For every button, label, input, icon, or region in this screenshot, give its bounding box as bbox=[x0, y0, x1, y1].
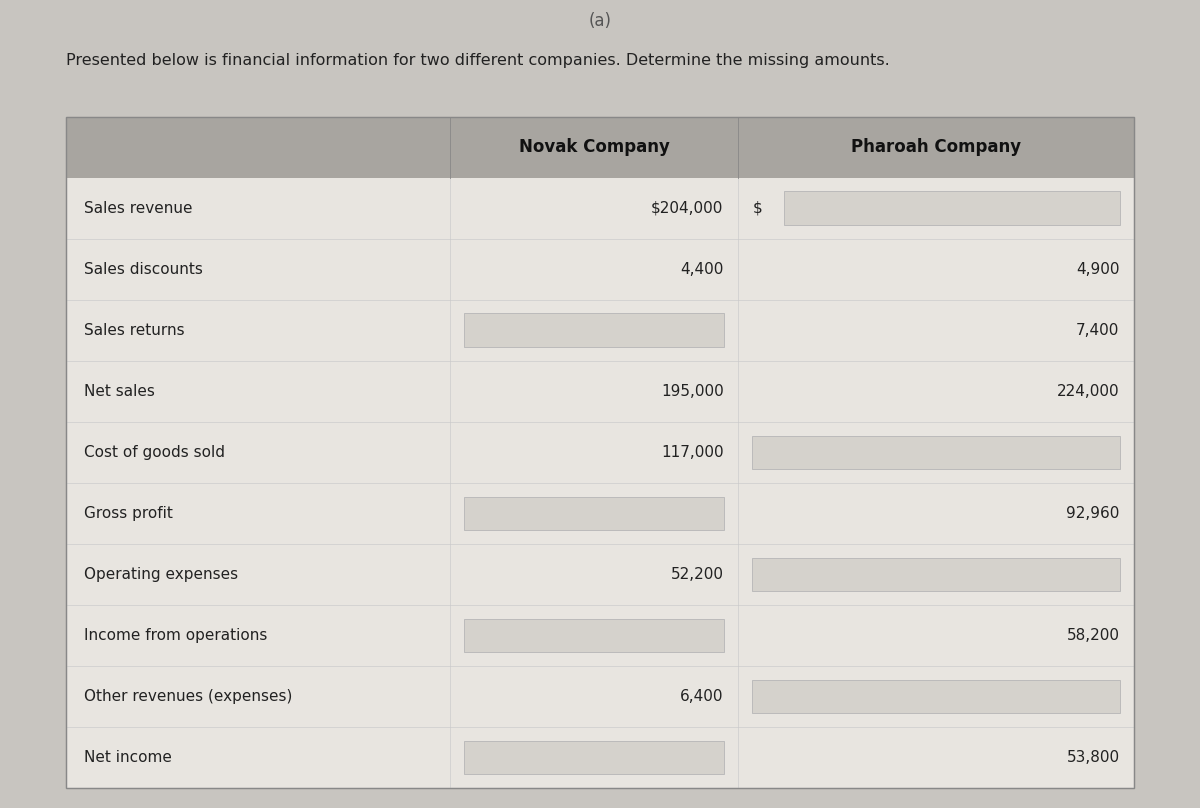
Text: Other revenues (expenses): Other revenues (expenses) bbox=[84, 688, 293, 704]
FancyBboxPatch shape bbox=[464, 618, 724, 652]
FancyBboxPatch shape bbox=[66, 117, 1134, 178]
Text: Sales discounts: Sales discounts bbox=[84, 262, 203, 277]
Text: 7,400: 7,400 bbox=[1076, 322, 1120, 338]
FancyBboxPatch shape bbox=[464, 496, 724, 530]
Text: Presented below is financial information for two different companies. Determine : Presented below is financial information… bbox=[66, 53, 889, 68]
Text: 53,800: 53,800 bbox=[1067, 750, 1120, 765]
Text: Gross profit: Gross profit bbox=[84, 506, 173, 521]
FancyBboxPatch shape bbox=[66, 117, 1134, 788]
Text: 4,900: 4,900 bbox=[1076, 262, 1120, 277]
Text: 58,200: 58,200 bbox=[1067, 628, 1120, 643]
FancyBboxPatch shape bbox=[464, 314, 724, 347]
Text: $204,000: $204,000 bbox=[652, 200, 724, 216]
Text: 224,000: 224,000 bbox=[1057, 384, 1120, 399]
Text: Sales returns: Sales returns bbox=[84, 322, 185, 338]
FancyBboxPatch shape bbox=[752, 558, 1120, 591]
Text: (a): (a) bbox=[588, 12, 612, 30]
Text: Novak Company: Novak Company bbox=[518, 138, 670, 157]
Text: Pharoah Company: Pharoah Company bbox=[851, 138, 1021, 157]
FancyBboxPatch shape bbox=[752, 436, 1120, 469]
Text: Income from operations: Income from operations bbox=[84, 628, 268, 643]
Text: Net sales: Net sales bbox=[84, 384, 155, 399]
Text: Cost of goods sold: Cost of goods sold bbox=[84, 444, 226, 460]
Text: 92,960: 92,960 bbox=[1067, 506, 1120, 521]
Text: 195,000: 195,000 bbox=[661, 384, 724, 399]
FancyBboxPatch shape bbox=[784, 191, 1120, 225]
Text: 117,000: 117,000 bbox=[661, 444, 724, 460]
Text: Net income: Net income bbox=[84, 750, 172, 765]
FancyBboxPatch shape bbox=[752, 680, 1120, 713]
Text: Operating expenses: Operating expenses bbox=[84, 566, 238, 582]
Text: $: $ bbox=[752, 200, 762, 216]
Text: Sales revenue: Sales revenue bbox=[84, 200, 192, 216]
Text: 4,400: 4,400 bbox=[680, 262, 724, 277]
Text: 52,200: 52,200 bbox=[671, 566, 724, 582]
Text: 6,400: 6,400 bbox=[680, 688, 724, 704]
FancyBboxPatch shape bbox=[464, 740, 724, 774]
